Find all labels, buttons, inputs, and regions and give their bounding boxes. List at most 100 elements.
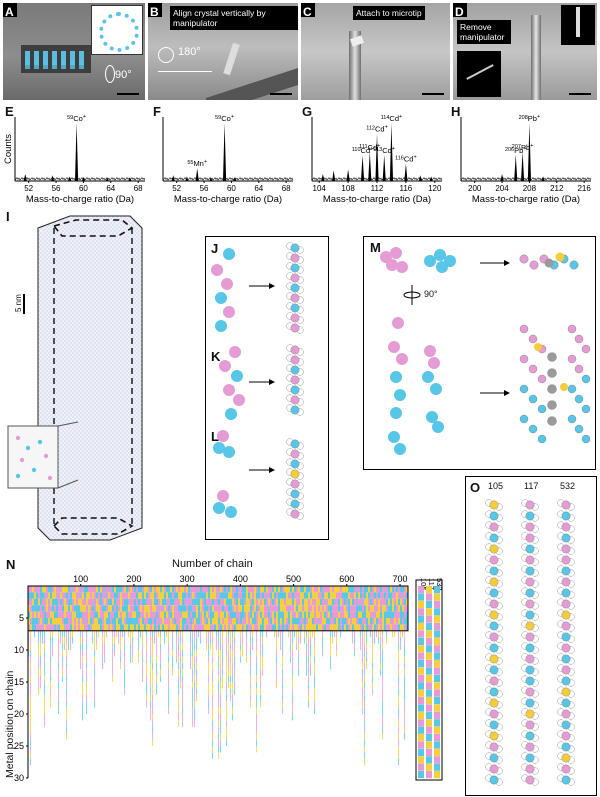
heatmap-cell: [158, 630, 160, 638]
heatmap-cell: [262, 656, 264, 663]
heatmap-cell: [378, 598, 380, 606]
heatmap-cell: [320, 605, 322, 612]
heatmap-cell: [168, 605, 170, 612]
heatmap-cell: [80, 630, 82, 638]
x-tick-label: 52: [24, 184, 33, 193]
heatmap-cell: [82, 592, 84, 599]
heatmap-cell: [44, 650, 46, 657]
heatmap-cell: [66, 624, 68, 631]
heatmap-cell: [282, 598, 284, 606]
heatmap-cell: [48, 605, 50, 612]
heatmap-cell: [372, 624, 374, 631]
heatmap-cell: [268, 592, 270, 599]
heatmap-cell: [222, 650, 224, 657]
heatmap-cell: [160, 675, 162, 682]
heatmap-cell: [52, 605, 54, 612]
heatmap-cell: [186, 611, 188, 618]
heatmap-cell: [116, 624, 118, 631]
heatmap-cell: [356, 618, 358, 625]
heatmap-cell: [126, 605, 128, 612]
heatmap-cell: [44, 714, 46, 721]
heatmap-cell: [28, 611, 30, 618]
heatmap-cell: [222, 669, 224, 676]
heatmap-cell: [340, 611, 342, 618]
heatmap-cell: [364, 662, 366, 670]
heatmap-cell: [248, 592, 250, 599]
heatmap-cell: [398, 605, 400, 612]
heatmap-cell: [256, 611, 258, 618]
heatmap-cell: [228, 643, 230, 650]
heatmap-cell: [234, 611, 236, 618]
heatmap-cell: [92, 637, 94, 644]
inset-cell: [418, 719, 424, 727]
heatmap-cell: [150, 707, 152, 714]
heatmap-cell: [226, 675, 228, 682]
heatmap-cell: [348, 586, 350, 593]
heatmap-cell: [160, 630, 162, 638]
heatmap-cell: [264, 624, 266, 631]
heatmap-cell: [288, 618, 290, 625]
x-axis-label: Mass-to-charge ratio (Da): [472, 194, 580, 205]
heatmap-cell: [48, 618, 50, 625]
heatmap-cell: [380, 624, 382, 631]
heatmap-cell: [68, 605, 70, 612]
heatmap-cell: [30, 611, 32, 618]
heatmap-cell: [298, 618, 300, 625]
heatmap-cell: [226, 733, 228, 740]
heatmap-cell: [62, 598, 64, 606]
heatmap-cell: [282, 694, 284, 702]
heatmap-cell: [220, 605, 222, 612]
inset-cell: [426, 756, 432, 764]
heatmap-cell: [240, 611, 242, 618]
heatmap-cell: [246, 656, 248, 663]
heatmap-cell: [132, 650, 134, 657]
heatmap-cell: [258, 611, 260, 618]
heatmap-cell: [50, 688, 52, 695]
metal-atom: [561, 654, 571, 664]
heatmap-cell: [174, 598, 176, 606]
inset-cell: [434, 763, 440, 771]
heatmap-cell: [46, 592, 48, 599]
heatmap-cell: [156, 624, 158, 631]
heatmap-cell: [76, 618, 78, 625]
heatmap-cell: [208, 694, 210, 702]
heatmap-cell: [174, 586, 176, 593]
heatmap-cell: [32, 598, 34, 606]
heatmap-cell: [374, 586, 376, 593]
heatmap-cell: [366, 650, 368, 657]
heatmap-cell: [194, 605, 196, 612]
heatmap-cell: [80, 656, 82, 663]
metal-atom: [537, 404, 547, 414]
heatmap-cell: [180, 592, 182, 599]
heatmap-cell: [120, 630, 122, 638]
spectrum-peak: [105, 177, 109, 181]
heatmap-cell: [182, 720, 184, 727]
heatmap-cell: [226, 726, 228, 734]
scale-bar: [422, 93, 444, 95]
metal-atom: [525, 632, 535, 642]
heatmap-cell: [152, 675, 154, 682]
heatmap-cell: [72, 592, 74, 599]
peak-label: 111Cd+: [359, 143, 380, 152]
heatmap-cell: [360, 586, 362, 593]
heatmap-cell: [208, 592, 210, 599]
heatmap-cell: [402, 605, 404, 612]
heatmap-cell: [302, 605, 304, 612]
heatmap-cell: [346, 592, 348, 599]
heatmap-cell: [316, 592, 318, 599]
heatmap-cell: [58, 586, 60, 593]
heatmap-cell: [86, 618, 88, 625]
heatmap-cell: [190, 624, 192, 631]
heatmap-cell: [262, 650, 264, 657]
heatmap-cell: [144, 605, 146, 612]
heatmap-cell: [192, 624, 194, 631]
heatmap-cell: [300, 611, 302, 618]
heatmap-cell: [398, 592, 400, 599]
heatmap-cell: [90, 624, 92, 631]
heatmap-cell: [340, 618, 342, 625]
heatmap-cell: [318, 586, 320, 593]
heatmap-cell: [312, 598, 314, 606]
scale-bar: [117, 93, 139, 95]
heatmap-cell: [212, 637, 214, 644]
heatmap-cell: [216, 630, 218, 638]
